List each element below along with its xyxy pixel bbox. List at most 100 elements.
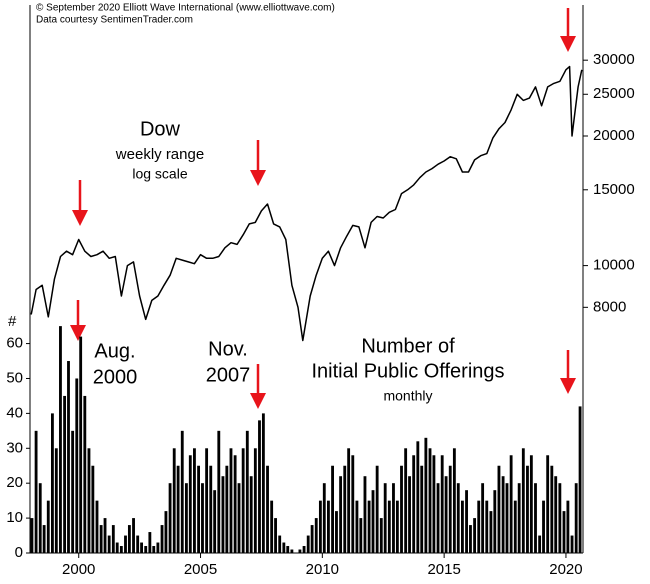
x-tick-label: 2000: [62, 561, 95, 578]
bar: [99, 525, 103, 553]
y2-tick-label: 15000: [593, 181, 635, 198]
bar: [335, 511, 338, 553]
y2-tick-label: 20000: [593, 127, 635, 144]
bar: [404, 448, 408, 553]
bar: [566, 500, 570, 553]
y-axis-label: #: [8, 313, 17, 330]
arrows: [70, 8, 576, 409]
y2-tick-label: 8000: [593, 298, 626, 315]
bar: [375, 465, 379, 553]
bar: [79, 336, 83, 553]
bar: [513, 500, 517, 553]
dow-line: [30, 65, 583, 342]
bar: [562, 511, 566, 553]
bar: [392, 483, 395, 553]
bar: [485, 500, 489, 553]
bar: [534, 483, 537, 553]
bar: [542, 500, 545, 553]
y-tick-label: 60: [6, 335, 23, 352]
bar: [209, 465, 213, 553]
bar: [448, 465, 452, 553]
bar: [124, 535, 127, 553]
bar: [302, 546, 306, 553]
bar: [351, 455, 355, 553]
bar: [570, 535, 574, 553]
bar: [379, 518, 383, 553]
bar: [558, 483, 562, 553]
bar: [119, 546, 123, 553]
bar: [505, 483, 509, 553]
y-tick-label: 30: [6, 439, 23, 456]
bar: [127, 525, 131, 553]
bar: [54, 448, 58, 553]
bar: [107, 535, 111, 553]
bar: [574, 483, 578, 553]
bar: [160, 525, 164, 553]
bar: [136, 535, 140, 553]
bar: [412, 455, 416, 553]
bar: [469, 525, 472, 553]
y-tick-label: 50: [6, 369, 23, 386]
bar: [132, 518, 135, 553]
bar: [509, 455, 513, 553]
bar: [34, 430, 38, 553]
bar: [83, 395, 87, 553]
bar: [91, 465, 95, 553]
bar: [440, 455, 444, 553]
bar: [286, 546, 290, 553]
bar: [314, 518, 318, 553]
bar: [331, 465, 334, 553]
bar: [416, 441, 420, 553]
bar: [258, 420, 261, 553]
bar: [444, 476, 448, 553]
bar: [578, 406, 582, 553]
bar: [526, 465, 529, 553]
bar: [436, 483, 440, 553]
bar: [452, 448, 456, 553]
bar: [253, 448, 257, 553]
bar: [201, 483, 204, 553]
annotation: 2007: [206, 364, 251, 386]
bar: [164, 511, 168, 553]
bar: [249, 476, 253, 553]
x-tick-label: 2020: [549, 561, 582, 578]
bar: [432, 455, 436, 553]
bar: [245, 430, 249, 553]
bar: [111, 525, 115, 553]
bar: [493, 490, 497, 553]
bar: [38, 483, 42, 553]
bar: [290, 549, 294, 553]
bar: [261, 413, 265, 553]
bar: [318, 500, 322, 553]
annotation: Initial Public Offerings: [311, 360, 504, 382]
bar: [387, 500, 391, 553]
y-tick-label: 20: [6, 474, 23, 491]
bar: [237, 483, 241, 553]
bar: [152, 546, 156, 553]
bar: [103, 518, 107, 553]
bar: [327, 500, 330, 553]
bar: [371, 490, 375, 553]
annotation: weekly range: [115, 146, 204, 163]
annotation: Dow: [140, 118, 181, 140]
bar: [172, 448, 176, 553]
x-tick-label: 2010: [306, 561, 339, 578]
bar: [75, 378, 79, 553]
bar: [473, 518, 477, 553]
bar: [465, 490, 468, 553]
bar: [521, 448, 525, 553]
bar: [383, 483, 387, 553]
bar: [477, 500, 481, 553]
bar: [193, 448, 196, 553]
bar: [298, 549, 302, 553]
bar: [529, 455, 533, 553]
y-tick-label: 0: [15, 544, 23, 561]
bar: [456, 483, 460, 553]
bar: [63, 395, 67, 553]
annotation: 2000: [93, 366, 138, 388]
bar: [67, 361, 70, 553]
bar: [550, 465, 554, 553]
y-tick-label: 10: [6, 509, 23, 526]
